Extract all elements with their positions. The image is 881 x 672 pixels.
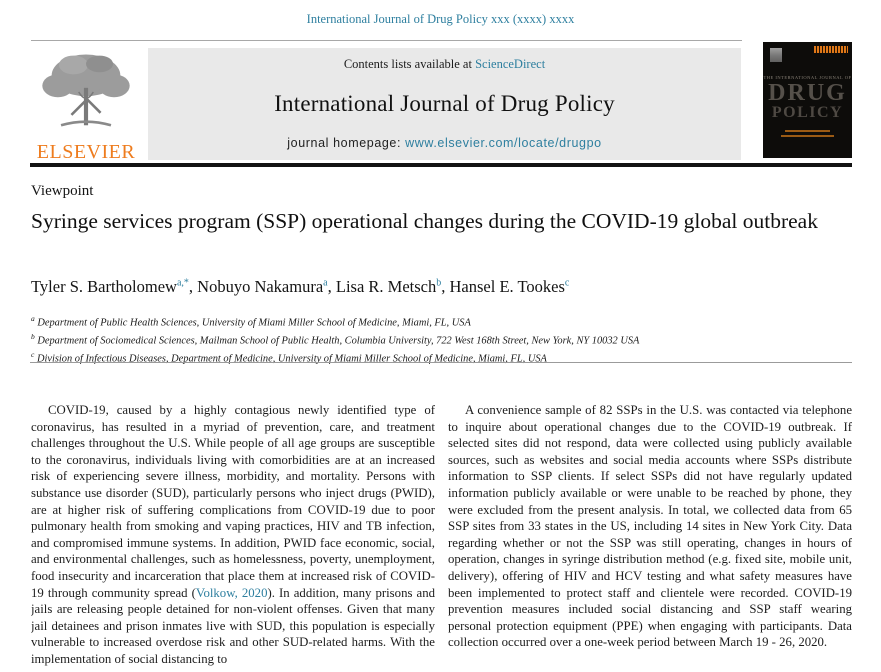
contents-prefix: Contents lists available at — [343, 57, 472, 71]
author-name: Nobuyo Nakamura — [197, 277, 324, 296]
masthead-bottom-rule — [30, 163, 852, 167]
author-affil-marker[interactable]: b — [436, 277, 442, 289]
affiliation: a Department of Public Health Sciences, … — [31, 312, 852, 330]
affiliation-marker: a — [31, 314, 35, 323]
affiliation-text: Department of Sociomedical Sciences, Mai… — [37, 335, 640, 347]
cover-publisher-icon — [770, 48, 782, 62]
masthead-box: Contents lists available at ScienceDirec… — [148, 48, 741, 160]
cover-title-line1: DRUG — [768, 80, 847, 106]
affiliation-marker: b — [31, 331, 35, 341]
author-separator: , — [327, 277, 336, 296]
header-divider — [31, 40, 742, 41]
left-column: COVID-19, caused by a highly contagious … — [31, 402, 435, 672]
author-affil-marker[interactable]: c — [564, 277, 570, 289]
author: Nobuyo Nakamuraa, — [197, 277, 336, 296]
paragraph-text: COVID-19, caused by a highly contagious … — [31, 403, 435, 600]
journal-cover-image: THE INTERNATIONAL JOURNAL OF DRUG POLICY — [763, 42, 852, 158]
elsevier-wordmark: ELSEVIER — [36, 141, 136, 163]
paragraph: COVID-19, caused by a highly contagious … — [31, 402, 435, 668]
cover-title-line2: POLICY — [771, 104, 844, 121]
author-affil-marker[interactable]: a,* — [176, 277, 189, 289]
homepage-line: journal homepage: www.elsevier.com/locat… — [287, 136, 601, 150]
affiliation-text: Department of Public Health Sciences, Un… — [37, 317, 471, 329]
journal-title: International Journal of Drug Policy — [274, 91, 615, 116]
author-separator: , — [441, 277, 450, 296]
homepage-prefix: journal homepage: — [287, 136, 402, 150]
paragraph-text: ). In addition, many prisons and jails a… — [31, 585, 435, 666]
contents-line: Contents lists available at ScienceDirec… — [344, 57, 545, 72]
authors-line: Tyler S. Bartholomewa,*, Nobuyo Nakamura… — [31, 277, 852, 297]
elsevier-logo: ELSEVIER — [30, 50, 142, 163]
citation-link-volkow-2020[interactable]: Volkow, 2020 — [195, 585, 268, 600]
affiliations-divider — [30, 362, 852, 363]
paragraph: A convenience sample of 82 SSPs in the U… — [448, 403, 852, 650]
journal-homepage-link[interactable]: www.elsevier.com/locate/drugpo — [405, 136, 602, 150]
running-head: International Journal of Drug Policy xxx… — [306, 12, 575, 26]
author-separator: , — [188, 277, 198, 296]
affiliation-marker: c — [31, 349, 35, 359]
article-title: Syringe services program (SSP) operation… — [31, 209, 818, 233]
right-column: A convenience sample of 82 SSPs in the U… — [448, 402, 852, 672]
cover-subtext-bar — [785, 130, 830, 132]
author-name: Lisa R. Metsch — [335, 277, 437, 296]
elsevier-tree-icon — [34, 54, 138, 138]
author-affil-marker[interactable]: a — [323, 277, 328, 289]
author: Tyler S. Bartholomewa,*, — [31, 277, 197, 296]
sciencedirect-link[interactable]: ScienceDirect — [475, 57, 546, 71]
cover-kicker: THE INTERNATIONAL JOURNAL OF — [763, 75, 852, 80]
author: Hansel E. Tookesc — [450, 277, 570, 296]
affiliation: c Division of Infectious Diseases, Depar… — [31, 348, 852, 366]
affiliation: b Department of Sociomedical Sciences, M… — [31, 330, 852, 348]
affiliations: a Department of Public Health Sciences, … — [31, 312, 852, 366]
cover-subtext-bar — [781, 135, 834, 137]
affiliation-text: Division of Infectious Diseases, Departm… — [36, 353, 547, 365]
author-name: Tyler S. Bartholomew — [31, 277, 177, 296]
author: Lisa R. Metschb, — [336, 277, 450, 296]
cover-barcode — [814, 46, 848, 53]
article-body: COVID-19, caused by a highly contagious … — [31, 402, 852, 672]
author-name: Hansel E. Tookes — [449, 277, 565, 296]
article-type-label: Viewpoint — [31, 183, 94, 199]
